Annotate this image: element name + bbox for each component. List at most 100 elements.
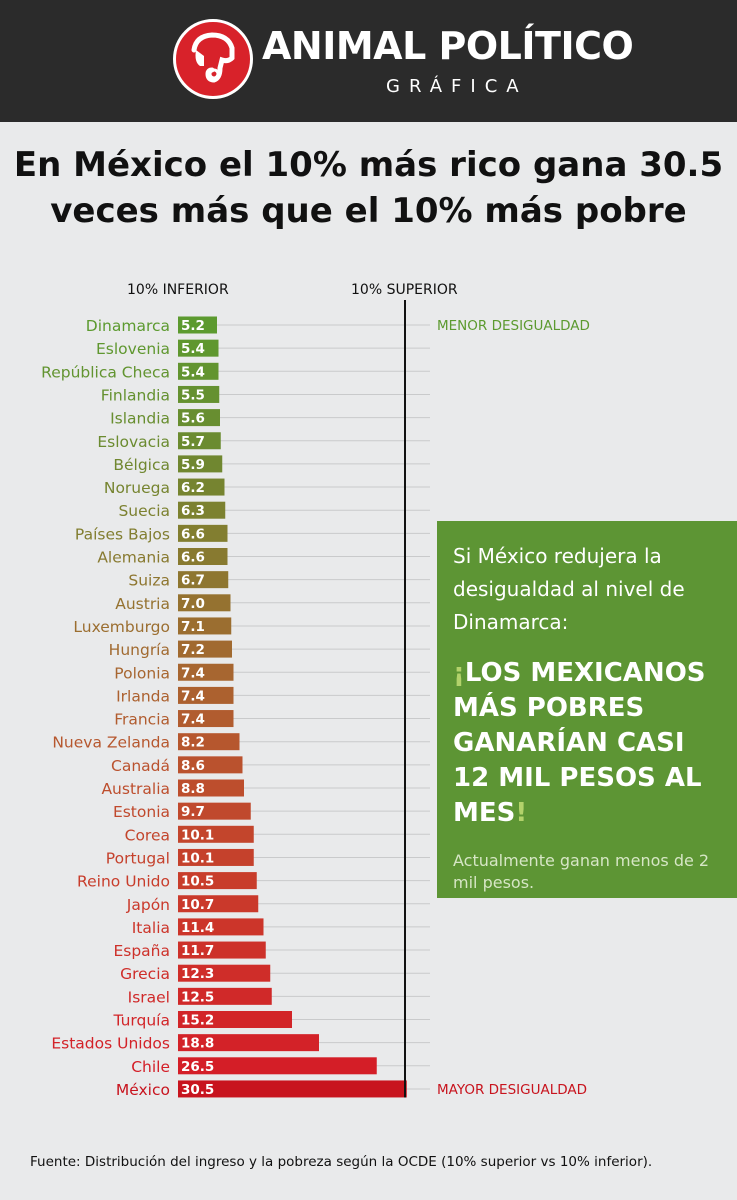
bar-value-label: 7.4 (181, 665, 205, 681)
bar-value-label: 26.5 (181, 1059, 214, 1075)
bar (178, 524, 228, 542)
annotation-low-inequality: MENOR DESIGUALDAD (437, 318, 590, 334)
bar-value-label: 6.7 (181, 573, 205, 589)
bar (178, 1057, 377, 1075)
brand-section: GRÁFICA (386, 76, 528, 97)
country-label: Eslovenia (96, 340, 170, 358)
country-label: Finlandia (101, 386, 170, 404)
bar (178, 339, 219, 357)
country-label: Austria (115, 595, 170, 613)
callout-box: Si México redujera la desigualdad al niv… (437, 521, 737, 898)
bar (178, 872, 257, 890)
bar (178, 501, 226, 519)
country-label: Australia (101, 780, 170, 798)
country-label: Dinamarca (86, 317, 170, 335)
country-label: Turquía (112, 1012, 170, 1030)
country-label: Estados Unidos (51, 1035, 170, 1053)
country-label: Grecia (120, 965, 170, 983)
bar-value-label: 6.6 (181, 550, 205, 566)
bar-value-label: 10.7 (181, 897, 214, 913)
bar (178, 802, 251, 820)
axis-label-inferior: 10% INFERIOR (127, 282, 229, 298)
bar-value-label: 11.4 (181, 920, 214, 936)
bar (178, 316, 217, 334)
bar (178, 895, 259, 913)
country-label: Japón (126, 896, 170, 914)
country-label: Alemania (97, 549, 170, 567)
bar-value-label: 8.8 (181, 781, 205, 797)
bar-value-label: 10.5 (181, 874, 214, 890)
country-label: Portugal (106, 849, 170, 867)
country-label: Canadá (111, 757, 170, 775)
page-title: En México el 10% más rico gana 30.5 vece… (0, 142, 737, 234)
bar (178, 478, 225, 496)
bar-value-label: 7.2 (181, 642, 205, 658)
bar (178, 1080, 407, 1098)
country-label: Estonia (113, 803, 170, 821)
callout-main-text: LOS MEXICANOS MÁS POBRES GANARÍAN CASI 1… (453, 658, 706, 828)
callout-note: Actualmente ganan menos de 2 mil pesos. (453, 851, 710, 892)
header-banner: ANIMAL POLÍTICO GRÁFICA (0, 0, 737, 122)
bar-value-label: 5.2 (181, 318, 205, 334)
bar-value-label: 5.9 (181, 457, 205, 473)
bar (178, 432, 221, 450)
country-label: Chile (131, 1058, 170, 1076)
bar-value-label: 7.0 (181, 596, 205, 612)
bar-value-label: 10.1 (181, 827, 214, 843)
annotation-high-inequality: MAYOR DESIGUALDAD (437, 1082, 587, 1098)
bar (178, 362, 219, 380)
bar (178, 941, 266, 959)
country-label: Israel (128, 988, 170, 1006)
bar (178, 409, 220, 427)
bar-value-label: 15.2 (181, 1013, 214, 1029)
bar-value-label: 30.5 (181, 1082, 214, 1098)
bar-value-label: 8.2 (181, 735, 205, 751)
bar (178, 594, 231, 612)
source-note: Fuente: Distribución del ingreso y la po… (30, 1154, 653, 1170)
elephant-logo-icon (173, 19, 253, 99)
bar-value-label: 5.5 (181, 387, 205, 403)
bar-value-label: 5.6 (181, 411, 205, 427)
country-label: Corea (125, 826, 170, 844)
country-label: Países Bajos (75, 525, 170, 543)
elephant-glyph (191, 32, 235, 83)
country-label: Hungría (109, 641, 170, 659)
country-label: España (113, 942, 170, 960)
bar (178, 987, 272, 1005)
callout-open-mark: ¡ (453, 658, 465, 688)
country-label: Francia (114, 711, 170, 729)
bar-value-label: 9.7 (181, 804, 205, 820)
bar (178, 1034, 319, 1052)
bar (178, 733, 240, 751)
country-label: Polonia (114, 664, 170, 682)
brand-name: ANIMAL POLÍTICO (262, 24, 634, 68)
bar-value-label: 6.2 (181, 480, 205, 496)
bar-value-label: 12.3 (181, 966, 214, 982)
bar (178, 385, 220, 403)
bar (178, 756, 243, 774)
bar-value-label: 10.1 (181, 850, 214, 866)
callout-close-mark: ! (515, 798, 528, 828)
country-label: República Checa (41, 363, 170, 381)
bar (178, 918, 264, 936)
bar-value-label: 5.4 (181, 364, 205, 380)
country-label: Noruega (104, 479, 170, 497)
bar (178, 1011, 292, 1028)
country-label: Bélgica (113, 456, 170, 474)
bar (178, 779, 244, 797)
country-label: Luxemburgo (73, 618, 170, 636)
bar-value-label: 8.6 (181, 758, 205, 774)
bar (178, 640, 232, 658)
bar (178, 455, 223, 473)
bar (178, 848, 254, 866)
bar-value-label: 5.7 (181, 434, 205, 450)
country-label: México (116, 1081, 170, 1099)
title-line-2: veces más que el 10% más pobre (50, 191, 687, 231)
country-label: Islandia (110, 410, 170, 428)
bar-value-label: 11.7 (181, 943, 214, 959)
callout-intro: Si México redujera la desigualdad al niv… (453, 544, 685, 634)
bar (178, 571, 229, 589)
bar (178, 825, 254, 843)
country-label: Suiza (128, 572, 170, 590)
bar-value-label: 12.5 (181, 989, 214, 1005)
